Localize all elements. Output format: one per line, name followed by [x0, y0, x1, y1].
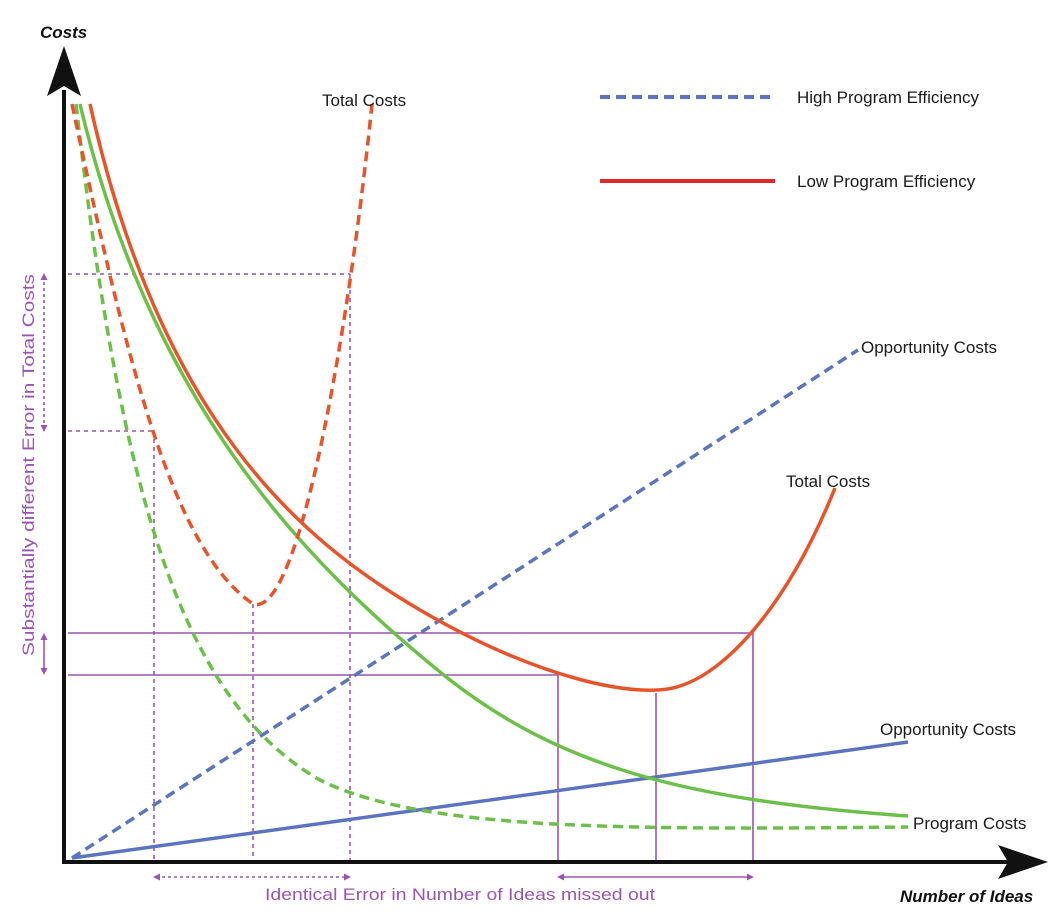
opportunity-costs-high-label: Opportunity Costs — [861, 338, 997, 357]
program-costs-high-curve — [74, 103, 909, 830]
error-arrows — [40, 273, 754, 881]
total-costs-high-label: Total Costs — [322, 91, 406, 110]
guide-lines — [68, 273, 754, 862]
y-axis-arrowhead — [47, 46, 81, 96]
y-axis-title: Costs — [40, 23, 87, 42]
vertical-error-annotation: Substantially different Error in Total C… — [19, 274, 38, 656]
opportunity-costs-high-line — [71, 348, 859, 860]
horizontal-error-annotation: Identical Error in Number of Ideas misse… — [265, 885, 655, 904]
legend-low-label: Low Program Efficiency — [797, 172, 976, 191]
legend-high-label: High Program Efficiency — [797, 88, 980, 107]
x-axis-arrowhead — [998, 845, 1048, 879]
opportunity-costs-low-label: Opportunity Costs — [880, 720, 1016, 739]
axes — [47, 46, 1048, 879]
x-axis-title: Number of Ideas — [900, 887, 1033, 906]
total-costs-low-label: Total Costs — [786, 472, 870, 491]
opportunity-costs-low-line — [71, 740, 909, 860]
total-costs-high-curve — [70, 103, 374, 607]
program-costs-low-curve — [78, 103, 909, 818]
legend: High Program Efficiency Low Program Effi… — [600, 88, 980, 191]
program-costs-label: Program Costs — [913, 814, 1026, 833]
total-costs-low-curve — [88, 103, 837, 692]
